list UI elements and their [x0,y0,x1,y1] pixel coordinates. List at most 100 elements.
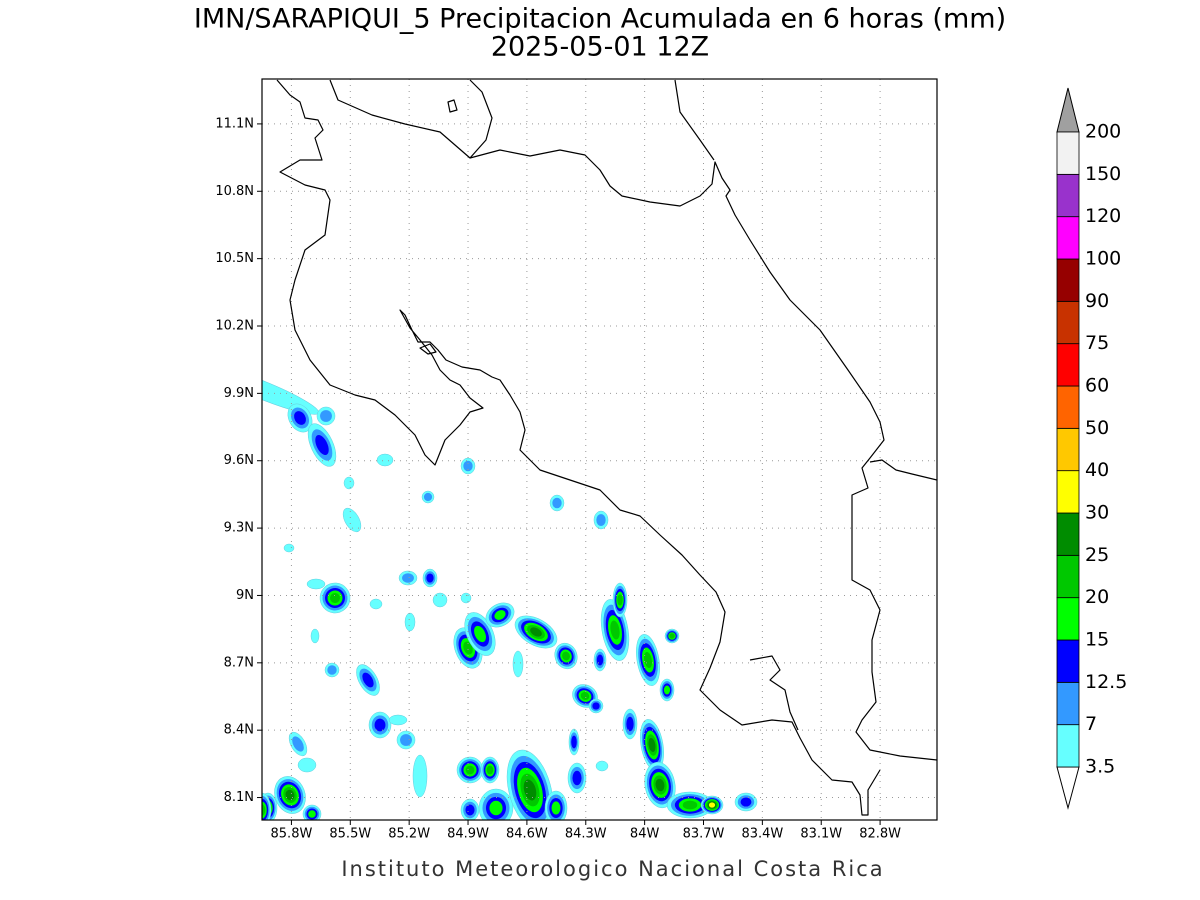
colorbar-label: 15 [1085,629,1109,651]
precipitation-contour [283,543,295,553]
precipitation-contour [400,734,412,746]
x-tick-label: 84.6W [506,827,548,842]
precipitation-contour [655,778,665,792]
precipitation-contour [374,718,386,732]
y-tick-label: 10.2N [215,319,254,334]
precipitation-contour [562,651,570,661]
colorbar-label: 25 [1085,544,1109,566]
precipitation-contour [369,598,383,610]
colorbar-swatch [1056,427,1080,472]
colorbar-label: 7 [1085,713,1097,735]
precipitation-contour [292,736,304,752]
precipitation-contour [530,627,542,637]
precipitation-contour [551,801,561,815]
precipitation-contour [426,573,434,583]
title: IMN/SARAPIQUI_5 Precipitacion Acumulada … [194,4,1006,35]
colorbar-label: 40 [1085,459,1109,481]
precipitation-contour [595,760,609,772]
colorbar-label: 3.5 [1085,756,1115,778]
precipitation-contour [404,612,416,632]
precipitation-contour [708,802,716,808]
colorbar-label: 20 [1085,586,1109,608]
precipitation-contour [330,593,340,603]
precipitation-contour [327,665,337,675]
y-tick-label: 10.8N [215,184,254,199]
colorbar-label: 30 [1085,502,1109,524]
precipitation-contour [388,714,408,726]
precipitation-contour [308,810,316,818]
island [447,99,458,113]
precipitation-contour [362,672,374,688]
precipitation-contour [682,800,698,810]
precipitation-contour [474,625,486,643]
precipitation-contour [306,578,326,590]
coastline [276,79,881,816]
precipitation-contour [310,628,320,644]
precipitation-contour [552,497,562,509]
y-tick-label: 11.1N [215,116,254,131]
precipitation-contour [432,592,448,608]
precipitation-contour [320,410,332,422]
axis-ticks: 85.8W 85.5W 85.2W 84.9W 84.6W 84.3W 84W 83.7W 83… [215,116,901,841]
y-tick-label: 8.7N [224,655,254,670]
colorbar-swatch [1056,554,1080,599]
precipitation-contour [402,573,414,583]
precipitation-contour [596,514,606,526]
precipitation-contour [571,735,577,749]
map-frame [261,78,938,821]
precipitation-contour [580,691,590,701]
coastline [469,79,493,159]
coastline [749,655,799,731]
precipitation-contour [596,654,604,666]
precipitation-contour [294,411,306,425]
colorbar-swatch [1056,343,1080,387]
footer: Instituto Meteorologico Nacional Costa R… [341,857,884,881]
colorbar-swatch [1056,681,1080,726]
precipitation-contour [610,620,620,640]
coastline [869,459,937,481]
colorbar-over [1056,87,1080,133]
x-tick-label: 84W [630,827,660,842]
colorbar-swatch [1056,385,1080,429]
y-tick-label: 9.9N [224,386,254,401]
precipitation-contour [617,594,623,606]
x-tick-label: 83.4W [741,827,783,842]
precipitation-contour [412,754,428,798]
colorbar-label: 90 [1085,290,1109,312]
precipitation-contour [592,702,600,710]
precipitation-contour [648,738,656,752]
coastlines [276,79,937,816]
precipitation-contour [626,716,634,732]
x-tick-label: 83.7W [683,827,725,842]
precipitation-contour [643,651,653,669]
precipitation-contour [315,434,329,456]
precipitation-contour [343,476,355,490]
coastline [674,79,715,161]
x-tick-label: 82.8W [859,827,901,842]
colorbar-swatch [1056,131,1080,175]
precipitation-contour [740,797,752,807]
colorbar-swatch [1056,724,1080,768]
precipitation-contour [465,804,475,816]
y-tick-label: 8.1N [224,790,254,805]
colorbar-under [1056,766,1080,810]
precipitation-contour [463,460,473,472]
precipitation-contour [512,650,524,678]
colorbar-label: 60 [1085,375,1109,397]
x-tick-label: 83.1W [800,827,842,842]
colorbar-swatch [1056,470,1080,514]
colorbar-swatch [1056,300,1080,345]
precipitation-field [262,365,758,820]
x-tick-label: 84.9W [447,827,489,842]
y-tick-label: 10.5N [215,251,254,266]
precipitation-contour [376,453,394,467]
precipitation-contour [262,804,266,816]
precipitation-contour [523,779,537,801]
colorbar-label: 200 [1085,121,1121,143]
y-tick-label: 9.6N [224,453,254,468]
y-tick-label: 8.4N [224,723,254,738]
precipitation-contour [669,633,675,639]
island [419,343,437,355]
precipitation-contour [342,507,362,533]
colorbar-label: 12.5 [1085,671,1127,693]
